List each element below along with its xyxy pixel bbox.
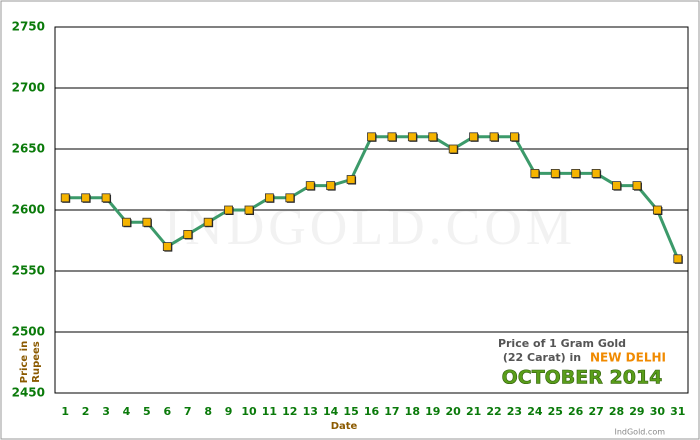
marker bbox=[101, 193, 111, 203]
x-tick-label: 24 bbox=[527, 405, 543, 418]
x-tick-label: 2 bbox=[82, 405, 90, 418]
annotation-city: NEW DELHI bbox=[590, 351, 666, 365]
x-tick-label: 25 bbox=[548, 405, 563, 418]
marker bbox=[203, 217, 213, 227]
annotation: (22 Carat) in bbox=[503, 351, 581, 364]
marker bbox=[387, 132, 397, 142]
marker bbox=[652, 205, 662, 215]
marker bbox=[142, 217, 152, 227]
marker bbox=[367, 132, 376, 142]
y-tick-label: 2500 bbox=[12, 325, 45, 339]
x-tick-label: 28 bbox=[609, 405, 624, 418]
source: IndGold.com bbox=[614, 428, 665, 437]
marker bbox=[448, 144, 458, 154]
x-tick-label: 20 bbox=[446, 405, 462, 418]
x-tick-label: 31 bbox=[670, 405, 685, 418]
marker bbox=[510, 132, 519, 142]
marker bbox=[285, 193, 295, 203]
y-tick-label: 2550 bbox=[12, 264, 45, 278]
marker bbox=[122, 217, 131, 227]
marker bbox=[632, 181, 642, 191]
x-tick-label: 21 bbox=[466, 405, 481, 418]
marker bbox=[530, 168, 540, 178]
marker bbox=[183, 229, 193, 239]
x-tick-label: 13 bbox=[303, 405, 318, 418]
marker bbox=[326, 181, 336, 191]
marker bbox=[591, 168, 601, 178]
y-tick-label: 2600 bbox=[12, 203, 45, 217]
x-axis-label: Date bbox=[331, 421, 358, 432]
marker bbox=[224, 205, 233, 215]
x-tick-label: 11 bbox=[262, 405, 277, 418]
annotation-period: OCTOBER 2014 bbox=[502, 367, 663, 389]
marker bbox=[428, 132, 438, 142]
x-tick-label: 10 bbox=[241, 405, 257, 418]
marker bbox=[60, 193, 70, 203]
marker bbox=[265, 193, 274, 203]
x-tick-label: 9 bbox=[225, 405, 233, 418]
x-tick-label: 8 bbox=[204, 405, 212, 418]
x-tick-label: 1 bbox=[61, 405, 69, 418]
marker bbox=[407, 132, 417, 142]
x-tick-label: 23 bbox=[507, 405, 522, 418]
x-tick-label: 19 bbox=[425, 405, 440, 418]
y-tick-label: 2700 bbox=[12, 81, 45, 95]
x-tick-label: 7 bbox=[184, 405, 192, 418]
x-tick-label: 4 bbox=[123, 405, 131, 418]
marker bbox=[571, 168, 581, 178]
annotation: Price of 1 Gram Gold bbox=[498, 337, 626, 350]
marker bbox=[346, 175, 356, 184]
x-tick-label: 30 bbox=[650, 405, 666, 418]
marker bbox=[612, 181, 621, 191]
y-tick-label: 2750 bbox=[12, 20, 45, 34]
marker bbox=[489, 132, 499, 142]
x-tick-label: 16 bbox=[364, 405, 380, 418]
marker bbox=[81, 193, 91, 203]
x-tick-label: 6 bbox=[163, 405, 171, 418]
x-tick-label: 17 bbox=[384, 405, 399, 418]
x-tick-label: 26 bbox=[568, 405, 584, 418]
marker bbox=[673, 254, 683, 264]
x-tick-label: 3 bbox=[102, 405, 110, 418]
marker bbox=[550, 168, 560, 178]
x-tick-label: 29 bbox=[629, 405, 644, 418]
marker bbox=[469, 132, 478, 142]
x-tick-label: 14 bbox=[323, 405, 339, 418]
x-tick-label: 5 bbox=[143, 405, 151, 418]
y-tick-label: 2450 bbox=[12, 386, 45, 400]
x-tick-label: 18 bbox=[405, 405, 420, 418]
marker bbox=[244, 205, 254, 215]
marker bbox=[162, 242, 172, 252]
y-tick-label: 2650 bbox=[12, 142, 45, 156]
y-axis-label: Price in bbox=[19, 341, 30, 383]
x-tick-label: 15 bbox=[343, 405, 358, 418]
x-tick-label: 27 bbox=[588, 405, 603, 418]
marker bbox=[305, 181, 315, 191]
y-axis-label: Rupees bbox=[31, 341, 42, 383]
x-tick-label: 12 bbox=[282, 405, 297, 418]
x-tick-label: 22 bbox=[486, 405, 501, 418]
